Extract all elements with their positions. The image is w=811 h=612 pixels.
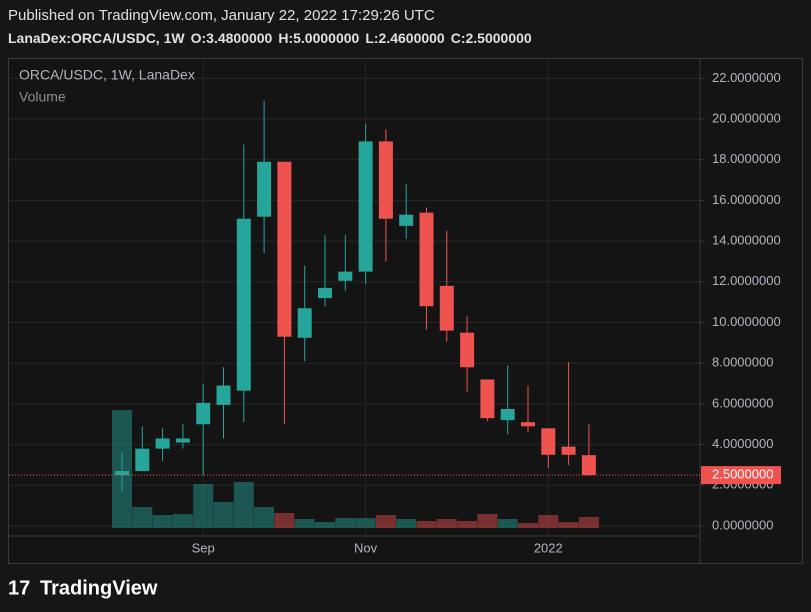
legend-series: ORCA/USDC, 1W, LanaDex [19,67,195,83]
plot: 2.5000000 [9,100,781,528]
candle-body [216,385,231,405]
candle-body [318,287,332,299]
candle-body [297,308,312,338]
volume-bar [558,522,579,528]
volume-bar [436,519,457,528]
y-tick-label: 18.0000000 [712,151,781,166]
ohlc-key: O: [191,30,207,46]
volume-bar [294,519,315,528]
legend-volume: Volume [19,89,66,105]
volume-bar [193,484,214,528]
candle-body [196,402,211,425]
volume-bar [477,514,498,528]
ohlc-key: H: [278,30,293,46]
volume-bar [416,521,437,528]
y-tick-label: 10.0000000 [712,314,781,329]
volume-bar [132,507,153,528]
y-tick-label: 12.0000000 [712,273,781,288]
candle-body [378,141,393,219]
candle-body [521,422,535,427]
grid: 0.00000002.00000004.00000006.00000008.00… [9,58,781,555]
candle-body [175,438,190,443]
candle-body [399,214,414,226]
candle-body [561,446,576,455]
chart-panel [8,58,803,564]
volume-bar [335,518,356,528]
volume-bar [375,515,396,528]
ohlc-value: 2.5000000 [466,30,532,46]
ohlc-key: C: [451,30,466,46]
volume-bar [152,515,173,528]
candle-body [338,271,353,281]
volume-bar [578,517,599,528]
symbol: LanaDex:ORCA/USDC, 1W [8,30,185,46]
last-price-box [701,466,781,485]
y-tick-label: 22.0000000 [712,70,781,85]
y-tick-label: 20.0000000 [712,110,781,125]
volume-bar [457,521,478,528]
candle-body [500,408,515,421]
y-tick-label: 8.0000000 [712,355,773,370]
y-tick-label: 4.0000000 [712,436,773,451]
ohlc-value: 3.4800000 [206,30,272,46]
y-tick-label: 0.0000000 [712,517,773,532]
candle-body [480,379,495,419]
volume-bar [213,502,234,528]
candle-body [419,212,434,307]
candle-body [135,448,150,472]
x-tick-label: Sep [192,540,215,555]
volume-bar [396,519,417,528]
logo-icon: 17 [8,577,30,599]
volume-bar [254,507,275,528]
volume-bar [497,519,518,528]
candle-body [155,438,170,449]
volume-bar [233,482,254,528]
x-tick-label: 2022 [534,540,563,555]
brand: TradingView [40,577,158,599]
volume-bar [518,523,538,528]
candle-body [581,455,596,476]
ohlc-key: L: [365,30,378,46]
volume-bar [172,514,193,528]
candle-body [277,161,292,337]
y-tick-label: 6.0000000 [712,395,773,410]
ohlc-value: 2.4600000 [379,30,445,46]
ohlc-value: 5.0000000 [293,30,359,46]
y-tick-label: 14.0000000 [712,233,781,248]
candle-body [358,141,373,272]
x-tick-label: Nov [354,540,378,555]
volume-bar [355,518,376,528]
candle-body [439,285,454,331]
logo: 17 TradingView [8,577,158,599]
volume-bar [315,522,335,528]
volume-bar [274,513,295,528]
candle-body [257,161,272,217]
last-price-label: 2.5000000 [712,467,773,482]
candle-body [236,218,251,391]
candle-body [541,428,556,455]
candle-body [460,332,475,368]
y-tick-label: 16.0000000 [712,192,781,207]
symbol-line: LanaDex:ORCA/USDC, 1W O:3.4800000 H:5.0000… [8,30,532,46]
volume-bar [538,515,559,528]
candle-body [115,471,129,476]
published-line: Published on TradingView.com, January 22… [8,7,435,24]
